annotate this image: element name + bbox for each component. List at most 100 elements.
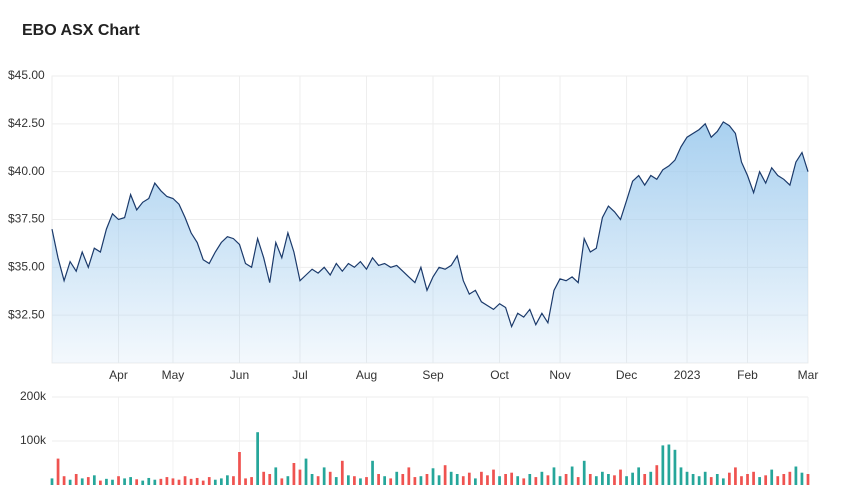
x-tick-label: May [162, 368, 185, 382]
volume-bar [183, 476, 187, 485]
volume-bar [625, 476, 628, 485]
volume-bar [449, 471, 453, 485]
x-tick-label: Jul [292, 368, 307, 382]
y-tick-label: $42.50 [8, 116, 45, 130]
x-tick-label: Dec [616, 368, 637, 382]
volume-bar [637, 467, 641, 485]
volume-bar [607, 474, 610, 485]
volume-bar [226, 475, 229, 485]
volume-bar [389, 478, 393, 485]
volume-bar [201, 480, 205, 485]
volume-bar [564, 474, 568, 485]
volume-bar [522, 478, 526, 485]
volume-bar [105, 478, 108, 485]
volume-bar [213, 479, 217, 485]
volume-bar [443, 465, 447, 485]
price-line [51, 121, 809, 329]
volume-bar [510, 472, 514, 485]
volume-bar [546, 475, 550, 485]
volume-bar [461, 476, 465, 485]
x-tick-label: Apr [109, 368, 128, 382]
volume-bar [667, 444, 671, 485]
volume-bar [346, 475, 350, 485]
volume-bar [189, 478, 193, 485]
volume-bar [177, 479, 181, 485]
volume-bar [99, 480, 102, 485]
volume-bar [673, 449, 677, 485]
volume-bar [401, 474, 405, 485]
volume-bar [395, 471, 399, 485]
volume-bar [365, 477, 368, 485]
volume-bar [752, 471, 755, 485]
y-tick-label: $32.50 [8, 307, 45, 321]
volume-bar [353, 476, 356, 485]
x-tick-label: Aug [356, 368, 377, 382]
volume-bar [613, 475, 616, 485]
volume-bar [286, 476, 290, 485]
volume-bar [655, 465, 659, 485]
volume-bar [298, 469, 302, 485]
volume-bar [50, 478, 54, 485]
volume-bar [117, 476, 120, 485]
x-tick-label: Sep [422, 368, 444, 382]
volume-bar [383, 476, 387, 485]
volume-bar [80, 478, 84, 485]
volume-bar [558, 476, 562, 485]
volume-bar [68, 479, 72, 485]
volume-bar [111, 479, 114, 485]
volume-bar [86, 477, 90, 485]
volume-bar [419, 476, 423, 485]
volume-bar [691, 474, 695, 485]
y-tick-label: $40.00 [8, 164, 45, 178]
volume-bar [588, 474, 592, 485]
volume-bar [764, 475, 768, 485]
volume-bar [746, 474, 749, 485]
volume-bar [661, 445, 665, 485]
volume-bar [328, 471, 332, 485]
volume-bar [649, 471, 653, 485]
x-tick-label: Feb [737, 368, 758, 382]
volume-bar [528, 474, 532, 485]
volume-bar [534, 477, 538, 485]
volume-bar [280, 478, 284, 485]
volume-bar [685, 471, 689, 485]
volume-bar [473, 478, 477, 485]
volume-bar [74, 474, 78, 485]
volume-bar [232, 476, 235, 485]
volume-bar [62, 476, 66, 485]
volume-bar [407, 467, 411, 485]
volume-bar [292, 463, 296, 485]
volume-bar [377, 474, 380, 485]
volume-bar [262, 471, 266, 485]
volume-bar [782, 474, 786, 485]
volume-bar [576, 477, 580, 485]
volume-bar [219, 478, 223, 485]
volume-bar [425, 474, 429, 485]
volume-bar [431, 468, 435, 485]
volume-bar [486, 475, 489, 485]
volume-bar [310, 474, 314, 485]
volume-bar [268, 474, 272, 485]
volume-bar [56, 458, 60, 485]
volume-bar [516, 476, 520, 485]
x-tick-label: 2023 [674, 368, 701, 382]
volume-bar [552, 467, 556, 485]
volume-bar [740, 476, 743, 485]
y-tick-label: $45.00 [8, 68, 45, 82]
y-tick-label: 100k [20, 433, 47, 447]
volume-bar [594, 476, 598, 485]
volume-bar [540, 471, 544, 485]
volume-bar [715, 474, 719, 485]
y-tick-label: 200k [20, 389, 47, 403]
volume-bar [806, 474, 810, 485]
volume-bar [794, 466, 798, 485]
volume-bar [92, 475, 96, 485]
volume-bar [123, 478, 126, 485]
volume-bar [467, 472, 471, 485]
volume-bar [800, 472, 804, 485]
volume-bar [340, 460, 344, 485]
volume-bar [195, 477, 199, 485]
volume-bar [238, 452, 241, 485]
